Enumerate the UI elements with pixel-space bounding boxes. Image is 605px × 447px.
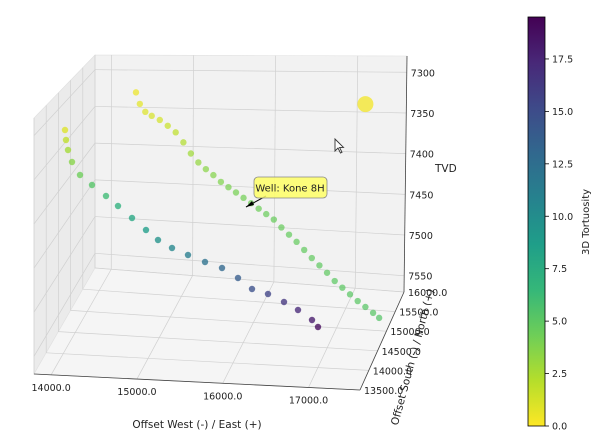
trail-point	[265, 291, 271, 297]
trail-point	[155, 237, 161, 243]
z-axis-label: TVD	[434, 163, 457, 175]
trail-point	[309, 317, 315, 323]
colorbar-label: 3D Tortuosity	[581, 189, 592, 255]
trail-point	[63, 137, 69, 143]
data-point	[278, 224, 284, 230]
data-point	[218, 179, 224, 185]
trail-point	[89, 182, 95, 188]
data-point	[165, 123, 171, 129]
data-point	[137, 101, 143, 107]
trail-point	[219, 265, 225, 271]
data-point	[354, 298, 360, 304]
trail-point	[129, 215, 135, 221]
x-tick-label: 14000.0	[32, 383, 71, 394]
trail-point	[143, 227, 149, 233]
data-point	[203, 166, 209, 172]
colorbar-tick-label: 15.0	[552, 107, 573, 118]
data-point	[188, 150, 194, 156]
data-point	[309, 255, 315, 261]
data-point	[233, 189, 239, 195]
data-point	[362, 304, 368, 310]
x-tick-label: 16000.0	[203, 391, 242, 402]
trail-point	[315, 324, 321, 330]
z-tick-label: 7300	[411, 68, 435, 79]
data-point	[195, 159, 201, 165]
trail-point	[69, 159, 75, 165]
highlight-marker	[357, 96, 373, 112]
data-point	[157, 117, 163, 123]
data-point	[376, 315, 382, 321]
trail-point	[169, 245, 175, 251]
trail-point	[65, 147, 71, 153]
data-point	[180, 139, 186, 145]
trail-point	[115, 203, 121, 209]
data-point	[142, 109, 148, 115]
data-point	[316, 262, 322, 268]
z-tick-label: 7350	[410, 109, 434, 120]
data-point	[255, 205, 261, 211]
colorbar-ticks: 0.0 2.5 5.0 7.5 10.0 12.5 15.0 17.5	[545, 54, 573, 432]
data-point	[263, 211, 269, 217]
data-point	[149, 113, 155, 119]
x-tick-label: 17000.0	[289, 395, 328, 406]
trail-point	[281, 299, 287, 305]
z-tick-label: 7400	[410, 150, 434, 161]
data-point	[301, 247, 307, 253]
trail-point	[202, 259, 208, 265]
trail-point	[103, 193, 109, 199]
data-point	[240, 195, 246, 201]
axis-panes	[34, 55, 407, 390]
data-point	[293, 239, 299, 245]
colorbar-gradient	[528, 17, 545, 426]
data-point	[172, 129, 178, 135]
colorbar-tick-label: 7.5	[552, 264, 567, 275]
data-point	[331, 278, 337, 284]
colorbar-tick-label: 10.0	[552, 212, 573, 223]
trail-point	[62, 127, 68, 133]
colorbar-tick-label: 2.5	[552, 369, 567, 380]
z-tick-label: 7450	[409, 190, 433, 201]
colorbar-tick-label: 5.0	[552, 317, 567, 328]
data-point	[370, 310, 376, 316]
trail-point	[185, 252, 191, 258]
z-tick-label: 7500	[409, 231, 433, 242]
data-point	[286, 231, 292, 237]
trail-point	[235, 275, 241, 281]
colorbar-tick-label: 0.0	[552, 422, 567, 433]
data-point	[324, 270, 330, 276]
colorbar-tick-label: 17.5	[552, 54, 573, 65]
data-point	[339, 284, 345, 290]
data-point	[271, 216, 277, 222]
annotation-text: Well: Kone 8H	[255, 184, 324, 195]
x-tick-label: 15000.0	[117, 387, 156, 398]
trail-point	[249, 286, 255, 292]
x-axis-label: Offset West (-) / East (+)	[132, 419, 261, 431]
data-point	[133, 89, 139, 95]
colorbar-tick-label: 12.5	[552, 159, 573, 170]
data-point	[210, 172, 216, 178]
trail-point	[77, 172, 83, 178]
z-tick-label: 7550	[408, 272, 432, 283]
trail-point	[295, 307, 301, 313]
colorbar: 0.0 2.5 5.0 7.5 10.0 12.5 15.0 17.5 3D Tortuosi…	[528, 17, 592, 433]
data-point	[225, 184, 231, 190]
data-point	[347, 291, 353, 297]
